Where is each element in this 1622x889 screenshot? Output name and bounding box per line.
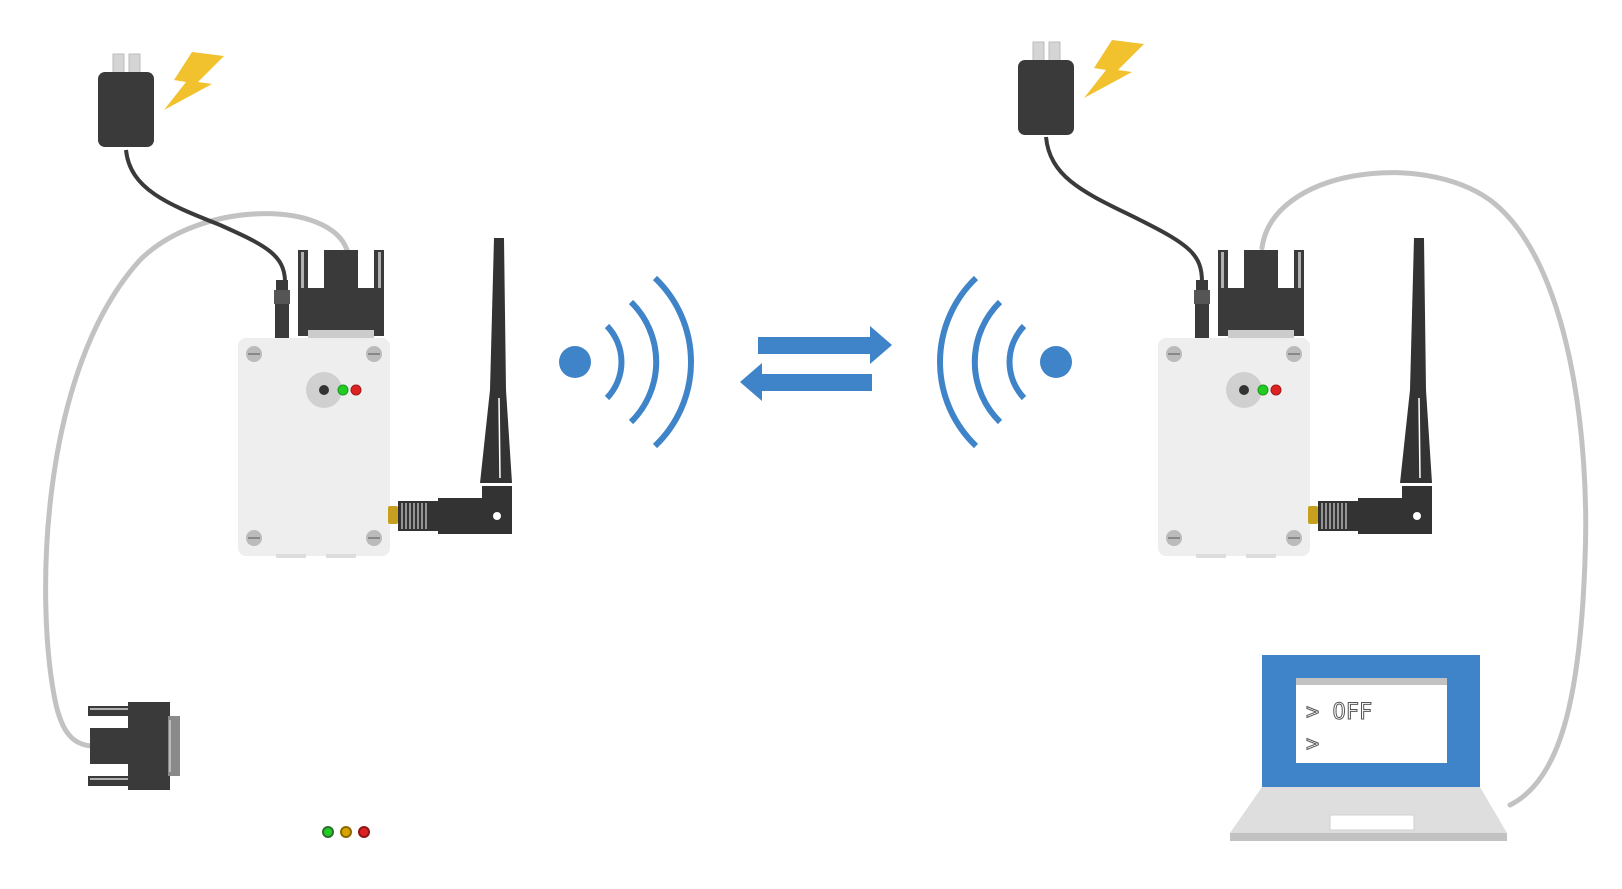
terminal-line-2: >: [1306, 732, 1319, 757]
right-power-cable: [1044, 136, 1204, 283]
right-serial-cable: [1259, 170, 1589, 808]
lightning-bolt-icon: [164, 52, 224, 110]
radio-modem-icon: [237, 237, 513, 559]
serial-connector-icon: [88, 702, 180, 790]
left-serial-cable: [43, 211, 350, 749]
status-led-icon: [322, 826, 370, 838]
terminal-line-1: > OFF: [1306, 700, 1372, 725]
laptop-icon: > OFF >: [1230, 655, 1507, 841]
lightning-bolt-icon: [1084, 40, 1144, 98]
bidirectional-arrows-icon: [740, 326, 892, 401]
power-adapter-icon: [97, 53, 155, 148]
radio-modem-icon: [1157, 237, 1433, 559]
wireless-signal-icon: [559, 278, 691, 446]
power-adapter-icon: [1017, 41, 1075, 136]
wireless-signal-icon: [940, 278, 1072, 446]
left-power-cable: [124, 149, 287, 283]
